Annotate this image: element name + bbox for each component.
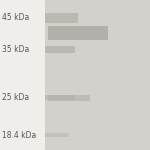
Bar (45, 46, 75, 52)
Bar (48, 26, 108, 40)
Text: 18.4 kDa: 18.4 kDa (2, 130, 36, 140)
Bar (45, 95, 75, 100)
Bar (48, 94, 90, 100)
Bar (45, 133, 69, 137)
Text: 25 kDa: 25 kDa (2, 93, 29, 102)
Bar (45, 13, 78, 23)
Text: 45 kDa: 45 kDa (2, 14, 29, 22)
Text: 35 kDa: 35 kDa (2, 45, 29, 54)
Bar (45, 0, 150, 150)
